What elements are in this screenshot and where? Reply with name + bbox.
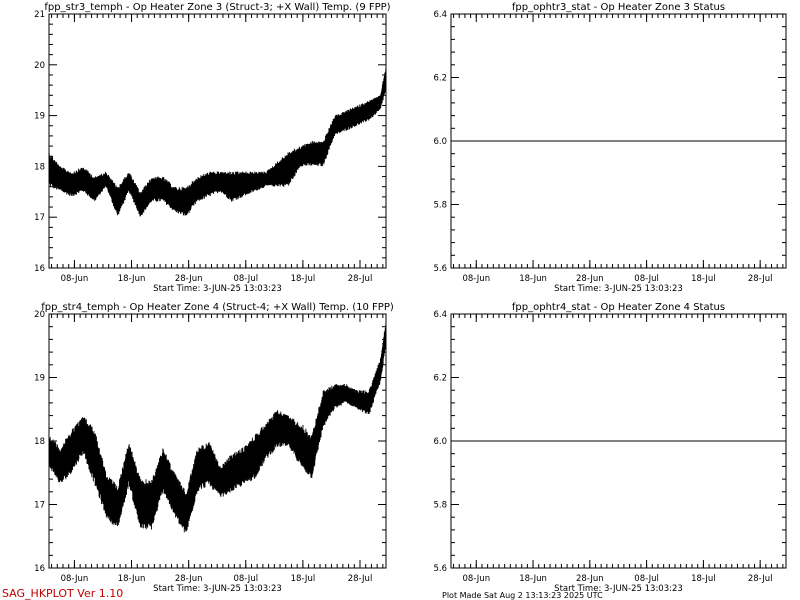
x-tick-label: 28-Jun [576, 274, 604, 284]
y-tick-label: 6.0 [433, 437, 447, 447]
y-tick-label: 6.4 [433, 10, 447, 20]
x-tick-label: 18-Jun [519, 274, 547, 284]
x-tick-label: 08-Jun [61, 574, 89, 584]
start-time-label: Start Time: 3-JUN-25 13:03:23 [554, 584, 683, 594]
x-tick-label: 08-Jul [233, 574, 258, 584]
x-tick-label: 28-Jul [348, 574, 373, 584]
x-tick-label: 28-Jul [348, 274, 373, 284]
chart-panel-3: fpp_str4_temph - Op Heater Zone 4 (Struc… [34, 302, 394, 594]
start-time-label: Start Time: 3-JUN-25 13:03:23 [153, 584, 282, 594]
x-tick-label: 08-Jul [233, 274, 258, 284]
chart-title: fpp_str3_temph - Op Heater Zone 3 (Struc… [44, 2, 390, 13]
chart-title: fpp_str4_temph - Op Heater Zone 4 (Struc… [41, 302, 394, 313]
x-tick-label: 08-Jul [634, 274, 659, 284]
plot-frame [48, 13, 387, 269]
x-tick-label: 08-Jul [634, 574, 659, 584]
program-version-label: SAG_HKPLOT Ver 1.10 [2, 587, 124, 600]
y-tick-label: 6.4 [433, 310, 447, 320]
x-tick-label: 28-Jul [748, 574, 773, 584]
x-tick-label: 28-Jun [576, 574, 604, 584]
x-tick-label: 18-Jul [691, 274, 716, 284]
x-tick-label: 18-Jun [118, 274, 146, 284]
y-tick-label: 5.6 [433, 264, 447, 274]
x-tick-label: 18-Jul [291, 274, 316, 284]
series-line [48, 324, 387, 533]
plot-made-timestamp: Plot Made Sat Aug 2 13:13:23 2025 UTC [442, 591, 603, 600]
x-tick-label: 18-Jun [118, 574, 146, 584]
chart-title: fpp_ophtr4_stat - Op Heater Zone 4 Statu… [512, 302, 725, 313]
y-tick-label: 6.2 [433, 74, 447, 84]
x-tick-label: 28-Jul [748, 274, 773, 284]
y-tick-label: 19 [34, 374, 45, 384]
y-tick-label: 16 [34, 564, 45, 574]
chart-panel-4: fpp_ophtr4_stat - Op Heater Zone 4 Statu… [433, 302, 787, 594]
chart-panel-2: fpp_ophtr3_stat - Op Heater Zone 3 Statu… [433, 2, 787, 294]
x-tick-label: 28-Jun [175, 274, 203, 284]
y-tick-label: 18 [34, 162, 45, 172]
start-time-label: Start Time: 3-JUN-25 13:03:23 [554, 284, 683, 294]
y-tick-label: 21 [34, 10, 45, 20]
y-tick-label: 6.0 [433, 137, 447, 147]
start-time-label: Start Time: 3-JUN-25 13:03:23 [153, 284, 282, 294]
plot-frame [48, 313, 387, 569]
x-tick-label: 18-Jul [291, 574, 316, 584]
y-tick-label: 5.8 [433, 201, 447, 211]
y-tick-label: 20 [34, 310, 45, 320]
y-tick-label: 16 [34, 264, 45, 274]
x-tick-label: 08-Jun [61, 274, 89, 284]
y-tick-label: 5.6 [433, 564, 447, 574]
y-tick-label: 6.2 [433, 374, 447, 384]
y-tick-label: 18 [34, 437, 45, 447]
chart-title: fpp_ophtr3_stat - Op Heater Zone 3 Statu… [512, 2, 725, 13]
series-line [48, 68, 387, 217]
x-tick-label: 18-Jul [691, 574, 716, 584]
y-tick-label: 17 [34, 501, 45, 511]
chart-panel-1: fpp_str3_temph - Op Heater Zone 3 (Struc… [34, 2, 391, 294]
x-tick-label: 28-Jun [175, 574, 203, 584]
x-tick-label: 18-Jun [519, 574, 547, 584]
y-tick-label: 5.8 [433, 501, 447, 511]
x-tick-label: 08-Jun [462, 574, 490, 584]
y-tick-label: 19 [34, 112, 45, 122]
y-tick-label: 17 [34, 213, 45, 223]
x-tick-label: 08-Jun [462, 274, 490, 284]
y-tick-label: 20 [34, 61, 45, 71]
